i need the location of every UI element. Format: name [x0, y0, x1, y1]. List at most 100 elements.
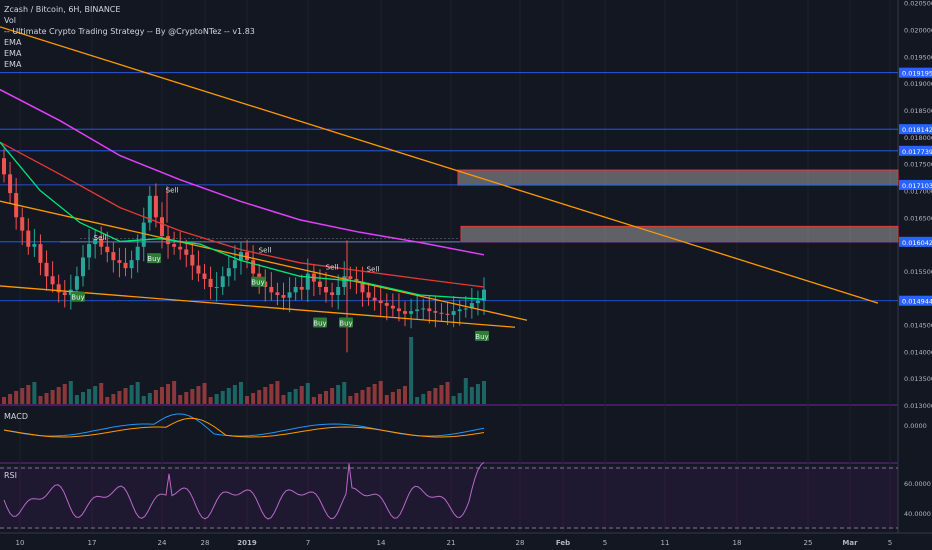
candle: [366, 292, 371, 298]
volume-bar: [147, 393, 152, 404]
volume-bar: [178, 395, 183, 404]
candle: [475, 300, 480, 304]
price-level-tag-label: 0.018142: [902, 126, 932, 134]
candle: [190, 254, 195, 266]
price-level-tag-label: 0.017739: [902, 148, 932, 156]
volume-bar: [451, 396, 456, 404]
candle: [220, 276, 225, 287]
volume-bar: [141, 396, 146, 404]
volume-bar: [378, 381, 383, 404]
volume-bar: [135, 382, 140, 404]
candle: [390, 305, 395, 309]
volume-bar: [80, 392, 85, 404]
candle: [105, 246, 110, 253]
volume-bar: [257, 390, 262, 404]
symbol-title[interactable]: Zcash / Bitcoin, 6H, BINANCE: [4, 5, 121, 14]
volume-bar: [421, 394, 426, 404]
price-tick-label: 0.014500: [904, 322, 932, 330]
candle: [293, 286, 298, 293]
candle: [20, 217, 25, 231]
time-tick-label: 17: [88, 539, 97, 547]
time-tick-label: 5: [888, 539, 892, 547]
candle: [172, 244, 177, 247]
candle: [433, 311, 438, 313]
volume-bar: [409, 337, 414, 404]
volume-bar: [62, 384, 67, 404]
volume-bar: [317, 394, 322, 404]
indicator-strategy[interactable]: -- Ultimate Crypto Trading Strategy -- B…: [4, 27, 255, 36]
macd-pane-label: MACD: [4, 412, 28, 421]
indicator-ema-3[interactable]: EMA: [4, 60, 22, 69]
candle: [287, 292, 292, 298]
time-tick-label: 11: [661, 539, 670, 547]
volume-bar: [445, 382, 450, 404]
candle: [275, 292, 280, 296]
candle: [74, 276, 79, 290]
price-tick-label: 0.019500: [904, 53, 932, 61]
price-tick-label: 0.014000: [904, 348, 932, 356]
price-tick-label: 0.013500: [904, 375, 932, 383]
candle: [56, 284, 61, 293]
trendline-lower: [0, 285, 516, 328]
volume-bar: [336, 385, 341, 404]
time-tick-label: Feb: [556, 539, 570, 547]
volume-bar: [433, 388, 438, 404]
price-level-tag: [899, 145, 932, 156]
volume-bar: [439, 385, 444, 404]
volume-bar: [360, 390, 365, 404]
price-tick-label: 0.018500: [904, 107, 932, 115]
volume-bar: [287, 392, 292, 404]
volume-bar: [293, 389, 298, 404]
rsi-pane-label: RSI: [4, 471, 17, 480]
volume-bar: [159, 387, 164, 404]
price-tick-label: 0.015500: [904, 268, 932, 276]
volume-bar: [190, 389, 195, 404]
volume-bar: [26, 385, 31, 404]
volume-bar: [105, 397, 110, 404]
volume-bar: [123, 388, 128, 404]
candle: [44, 262, 49, 277]
volume-bar: [348, 396, 353, 404]
volume-bar: [202, 383, 207, 404]
volume-bar: [384, 395, 389, 404]
time-tick-label: 21: [447, 539, 456, 547]
time-tick-label: 7: [306, 539, 310, 547]
candle: [8, 174, 13, 194]
indicator-ema-2[interactable]: EMA: [4, 49, 22, 58]
candle: [111, 252, 116, 261]
candle: [135, 246, 140, 261]
volume-bar: [305, 383, 310, 404]
candle: [372, 297, 377, 301]
volume-bar: [354, 393, 359, 404]
candle: [439, 312, 444, 314]
volume-bar: [281, 395, 286, 404]
volume-bar: [2, 397, 6, 404]
candle: [415, 309, 420, 312]
candle: [299, 286, 304, 290]
price-level-tag-label: 0.017103: [902, 182, 932, 190]
candle: [427, 308, 432, 312]
price-level-tag-label: 0.019195: [902, 70, 932, 78]
volume-bar: [8, 394, 13, 404]
candle: [269, 286, 274, 293]
volume-bar: [482, 381, 486, 404]
ema-mid-line: [0, 141, 485, 288]
candle: [457, 309, 462, 312]
candle: [226, 268, 231, 277]
volume-bar: [111, 394, 116, 404]
price-level-tag: [899, 67, 932, 78]
buy-signal-box: [475, 330, 489, 341]
volume-bar: [415, 397, 420, 404]
indicator-vol[interactable]: Vol: [4, 16, 16, 25]
candle: [251, 260, 256, 274]
price-tick-label: 0.019000: [904, 80, 932, 88]
volume-bar: [50, 390, 55, 404]
sell-signal-label: Sell: [94, 234, 107, 242]
buy-signal-label: Buy: [251, 279, 264, 287]
candle: [50, 276, 55, 285]
volume-bar: [196, 386, 201, 404]
price-tick-label: 0.017000: [904, 187, 932, 195]
indicator-ema-1[interactable]: EMA: [4, 38, 22, 47]
candle: [384, 303, 389, 306]
